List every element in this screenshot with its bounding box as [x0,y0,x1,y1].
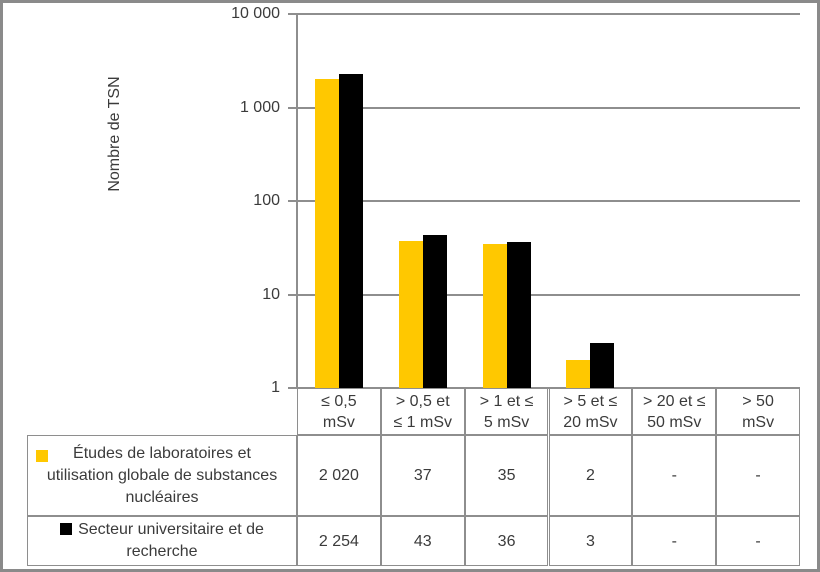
value-cell-s1-c5: - [632,435,717,516]
category-header-cell: > 1 et ≤ 5 mSv [464,388,549,435]
value-cell-s2-c2: 43 [380,516,465,566]
y-axis-tick-label: 10 000 [231,5,280,22]
y-axis-line [296,14,298,388]
y-axis-tick-label: 100 [253,192,280,209]
category-header-cell: > 50 mSv [716,388,800,435]
value-cell-s2-c4: 3 [548,516,633,566]
bar-series-1-cat-1 [314,78,339,388]
y-axis-tick-label: 1 [271,379,280,396]
y-axis-tick-label: 10 [262,285,280,303]
y-axis-tick [288,106,297,109]
legend-cell-series-1: Études de laboratoires et utilisation gl… [27,435,297,516]
y-axis-tick [288,13,297,15]
value-cell-s1-c2: 37 [380,435,465,516]
y-axis-title: Nombre de TSN [106,76,123,192]
bar-series-2-cat-1 [338,74,363,388]
value-cell-s2-c1: 2 254 [297,516,381,566]
legend-series-label: Secteur universitaire et de recherche [28,519,296,563]
gridline [297,13,800,15]
gridline [297,200,800,202]
value-cell-s1-c3: 35 [464,435,549,516]
y-axis-tick [288,387,297,389]
legend-key-swatch [36,450,48,462]
value-cell-s1-c1: 2 020 [297,435,381,516]
bar-series-1-cat-4 [566,359,591,388]
category-header-cell: > 0,5 et ≤ 1 mSv [380,388,465,435]
category-header-cell: ≤ 0,5 mSv [297,388,381,435]
value-cell-s2-c3: 36 [464,516,549,566]
y-axis-tick [288,293,297,296]
category-header-cell: > 20 et ≤ 50 mSv [632,388,717,435]
legend-series-label: Études de laboratoires et utilisation gl… [46,444,278,506]
bar-series-1-cat-3 [482,243,507,388]
value-cell-s1-c4: 2 [548,435,633,516]
bar-series-2-cat-2 [422,235,447,388]
bar-series-2-cat-3 [506,242,531,388]
category-header-cell: > 5 et ≤ 20 mSv [548,388,633,435]
y-axis-tick-label: 1 000 [239,98,280,116]
y-axis-tick [288,200,297,202]
legend-key-swatch [60,523,73,535]
value-cell-s2-c6: - [716,516,800,566]
value-cell-s2-c5: - [632,516,717,566]
bar-series-1-cat-2 [398,241,423,388]
legend-cell-series-2: Secteur universitaire et de recherche [27,516,297,566]
gridline [297,106,800,109]
bar-series-2-cat-4 [590,343,615,388]
gridline [297,293,800,296]
value-cell-s1-c6: - [716,435,800,516]
